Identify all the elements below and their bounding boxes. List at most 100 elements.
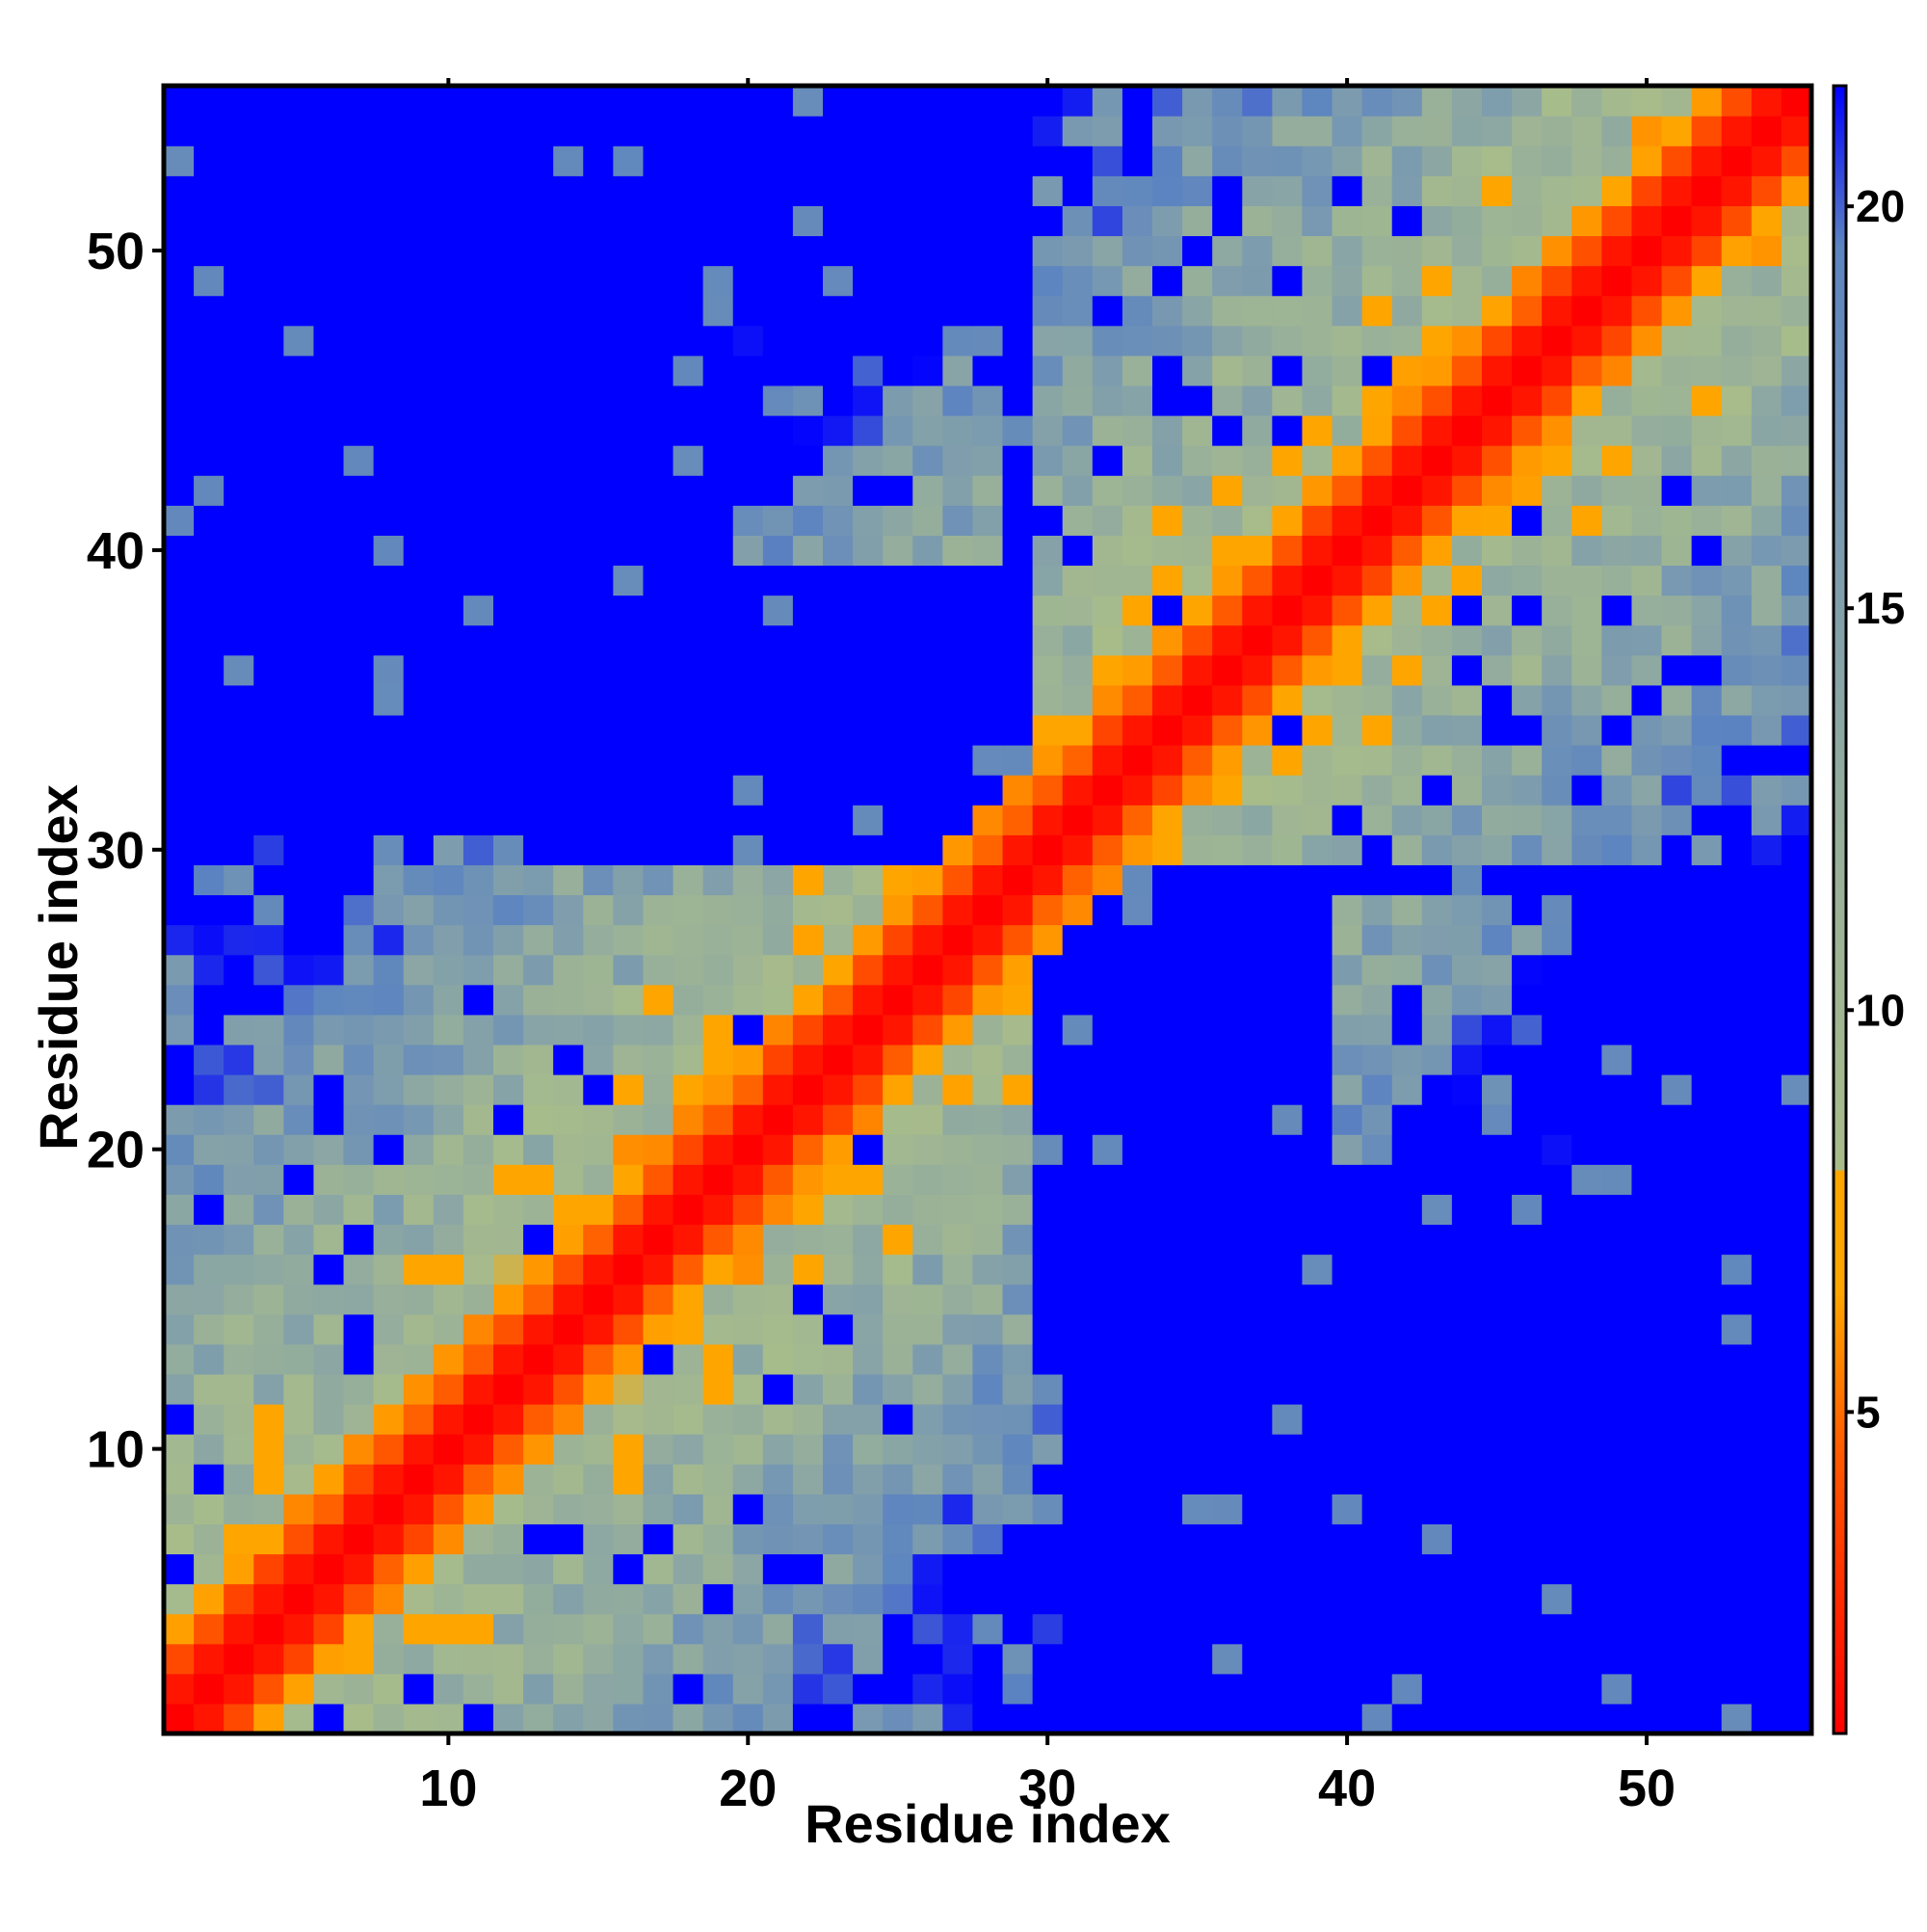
heatmap-cell — [1482, 86, 1513, 117]
heatmap-cell — [883, 265, 913, 297]
heatmap-cell — [942, 265, 974, 297]
heatmap-cell — [912, 1523, 943, 1555]
heatmap-cell — [702, 325, 734, 357]
heatmap-cell — [1062, 175, 1094, 206]
heatmap-cell — [164, 1014, 195, 1045]
heatmap-cell — [1032, 265, 1064, 297]
heatmap-cell — [732, 1643, 764, 1675]
heatmap-cell — [1601, 1343, 1633, 1375]
heatmap-cell — [1721, 505, 1753, 536]
heatmap-cell — [643, 1343, 674, 1375]
heatmap-cell — [1152, 1164, 1183, 1195]
heatmap-cell — [1272, 894, 1304, 926]
heatmap-cell — [942, 805, 974, 835]
heatmap-cell — [433, 1373, 464, 1405]
heatmap-cell — [883, 1284, 913, 1315]
heatmap-cell — [643, 775, 674, 806]
heatmap-cell — [224, 954, 254, 986]
heatmap-cell — [1122, 116, 1153, 146]
heatmap-cell — [1512, 1373, 1543, 1405]
heatmap-cell — [224, 1343, 254, 1375]
heatmap-cell — [1751, 175, 1782, 206]
heatmap-cell — [1062, 1044, 1094, 1075]
heatmap-cell — [1781, 805, 1812, 835]
heatmap-cell — [164, 654, 195, 686]
heatmap-cell — [702, 775, 734, 806]
heatmap-cell — [1122, 1044, 1153, 1075]
heatmap-cell — [762, 1494, 794, 1524]
heatmap-cell — [553, 565, 584, 596]
heatmap-cell — [1391, 1703, 1423, 1734]
heatmap-cell — [523, 1164, 554, 1195]
heatmap-cell — [792, 1464, 824, 1495]
heatmap-cell — [523, 146, 554, 176]
heatmap-cell — [583, 355, 614, 386]
heatmap-cell — [1302, 1464, 1333, 1495]
heatmap-cell — [283, 1643, 315, 1675]
heatmap-cell — [853, 565, 884, 596]
heatmap-cell — [1122, 1673, 1153, 1705]
heatmap-cell — [673, 1343, 704, 1375]
heatmap-cell — [1391, 505, 1423, 536]
heatmap-cell — [1751, 1014, 1782, 1045]
heatmap-cell — [164, 415, 195, 446]
heatmap-cell — [792, 475, 824, 506]
heatmap-cell — [643, 714, 674, 746]
heatmap-cell — [1631, 146, 1663, 176]
heatmap-cell — [1421, 954, 1453, 986]
heatmap-cell — [1421, 1613, 1453, 1645]
heatmap-cell — [1302, 384, 1333, 416]
heatmap-cell — [1482, 535, 1513, 567]
heatmap-cell — [1002, 1494, 1034, 1524]
heatmap-cell — [792, 624, 824, 656]
heatmap-cell — [493, 175, 524, 206]
heatmap-cell — [1092, 415, 1123, 446]
heatmap-cell — [1212, 775, 1243, 806]
heatmap-cell — [1721, 325, 1753, 357]
heatmap-cell — [523, 1583, 554, 1615]
heatmap-cell — [1062, 1373, 1094, 1405]
heatmap-cell — [1512, 1194, 1543, 1226]
heatmap-cell — [762, 1673, 794, 1705]
heatmap-cell — [1631, 1194, 1663, 1226]
heatmap-cell — [702, 984, 734, 1016]
heatmap-cell — [1212, 864, 1243, 896]
heatmap-cell — [523, 1343, 554, 1375]
heatmap-cell — [1631, 475, 1663, 506]
heatmap-cell — [493, 565, 524, 596]
heatmap-cell — [462, 86, 494, 117]
heatmap-cell — [194, 1583, 224, 1615]
heatmap-cell — [493, 1284, 524, 1315]
heatmap-cell — [702, 954, 734, 986]
heatmap-cell — [702, 1643, 734, 1675]
heatmap-cell — [912, 1643, 943, 1675]
heatmap-cell — [823, 1643, 854, 1675]
heatmap-cell — [403, 146, 435, 176]
heatmap-cell — [883, 1553, 913, 1585]
heatmap-cell — [823, 1494, 854, 1524]
heatmap-cell — [1332, 1194, 1363, 1226]
heatmap-cell — [553, 595, 584, 626]
heatmap-cell — [853, 1373, 884, 1405]
heatmap-cell — [1361, 654, 1393, 686]
heatmap-cell — [373, 1523, 405, 1555]
heatmap-cell — [433, 295, 464, 327]
heatmap-cell — [1751, 1434, 1782, 1465]
heatmap-cell — [1092, 1373, 1123, 1405]
heatmap-cell — [433, 1434, 464, 1465]
heatmap-cell — [1482, 235, 1513, 267]
heatmap-cell — [853, 1164, 884, 1195]
heatmap-cell — [1391, 1134, 1423, 1165]
heatmap-cell — [253, 775, 284, 806]
heatmap-cell — [1302, 1044, 1333, 1075]
heatmap-cell — [673, 535, 704, 567]
heatmap-cell — [673, 805, 704, 835]
heatmap-cell — [702, 894, 734, 926]
heatmap-cell — [1002, 235, 1034, 267]
heatmap-cell — [462, 1014, 494, 1045]
y-tick-label: 20 — [87, 1122, 145, 1179]
heatmap-cell — [762, 205, 794, 237]
heatmap-cell — [883, 325, 913, 357]
heatmap-cell — [1122, 415, 1153, 446]
heatmap-cell — [972, 1254, 1004, 1285]
